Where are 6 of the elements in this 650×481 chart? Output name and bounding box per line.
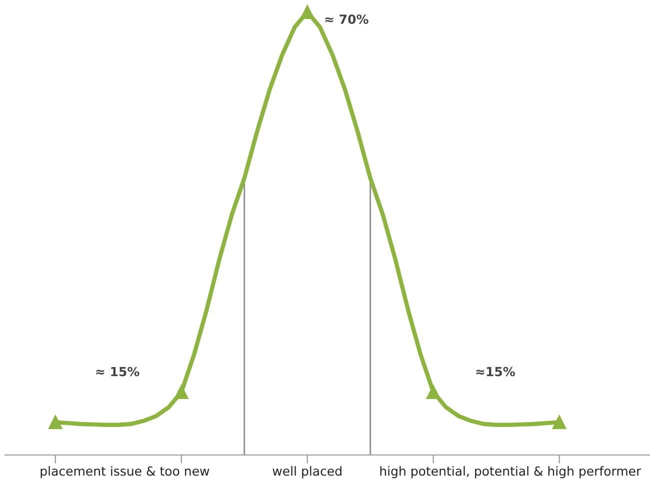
text: placement issue & too new <box>40 466 210 478</box>
annotation: ≈15% <box>476 366 515 376</box>
annotation: ≈ 15% <box>96 366 140 376</box>
text: high potential, potential & high performer <box>380 466 642 478</box>
annotation: ≈ 70% <box>325 14 368 24</box>
text: well placed <box>272 466 342 478</box>
